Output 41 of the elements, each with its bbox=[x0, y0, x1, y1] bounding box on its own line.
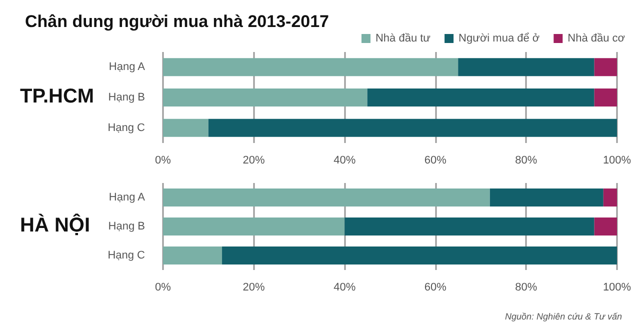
legend-label: Nhà đầu tư bbox=[375, 32, 432, 44]
bar bbox=[490, 188, 604, 206]
bar bbox=[163, 88, 368, 106]
bar bbox=[163, 218, 345, 236]
y-axis-title: HÀ NỘI bbox=[20, 214, 90, 236]
x-tick-label: 100% bbox=[602, 282, 632, 294]
bar bbox=[163, 246, 222, 264]
text: Nguồn: Nghiên cứu & Tư vấn bbox=[505, 312, 622, 322]
bar bbox=[222, 246, 617, 264]
y-axis-title: TP.HCM bbox=[20, 86, 94, 108]
x-tick-label: 60% bbox=[424, 282, 447, 294]
bar bbox=[208, 118, 617, 137]
bar bbox=[594, 58, 617, 76]
bar bbox=[344, 218, 594, 236]
bar bbox=[594, 88, 617, 106]
x-tick-label: 0% bbox=[155, 282, 172, 294]
bar bbox=[163, 188, 490, 206]
bar bbox=[603, 188, 617, 206]
legend-label: Người mua để ở bbox=[458, 32, 540, 44]
y-tick-label: Hạng A bbox=[108, 192, 146, 204]
y-tick-label: Hạng B bbox=[108, 92, 145, 104]
y-tick-label: Hạng A bbox=[108, 61, 146, 74]
bar bbox=[163, 58, 458, 76]
x-tick-label: 80% bbox=[515, 282, 538, 294]
x-tick-label: 20% bbox=[242, 154, 266, 166]
bar bbox=[458, 58, 594, 76]
x-tick-label: 100% bbox=[602, 154, 632, 166]
y-tick-label: Hạng C bbox=[108, 250, 146, 262]
x-tick-label: 80% bbox=[515, 154, 538, 166]
bar bbox=[163, 118, 208, 137]
x-tick-label: 40% bbox=[334, 154, 356, 166]
x-tick-label: 60% bbox=[424, 154, 447, 166]
bar bbox=[367, 88, 594, 106]
y-tick-label: Hạng C bbox=[108, 122, 146, 134]
bar bbox=[594, 218, 617, 236]
x-tick-label: 20% bbox=[242, 282, 266, 294]
legend-label: Nhà đầu cơ bbox=[568, 32, 625, 44]
x-tick-label: 0% bbox=[155, 154, 172, 166]
chart-title: Chân dung người mua nhà 2013-2017 bbox=[25, 12, 330, 31]
x-tick-label: 40% bbox=[334, 282, 356, 294]
y-tick-label: Hạng B bbox=[108, 220, 145, 232]
